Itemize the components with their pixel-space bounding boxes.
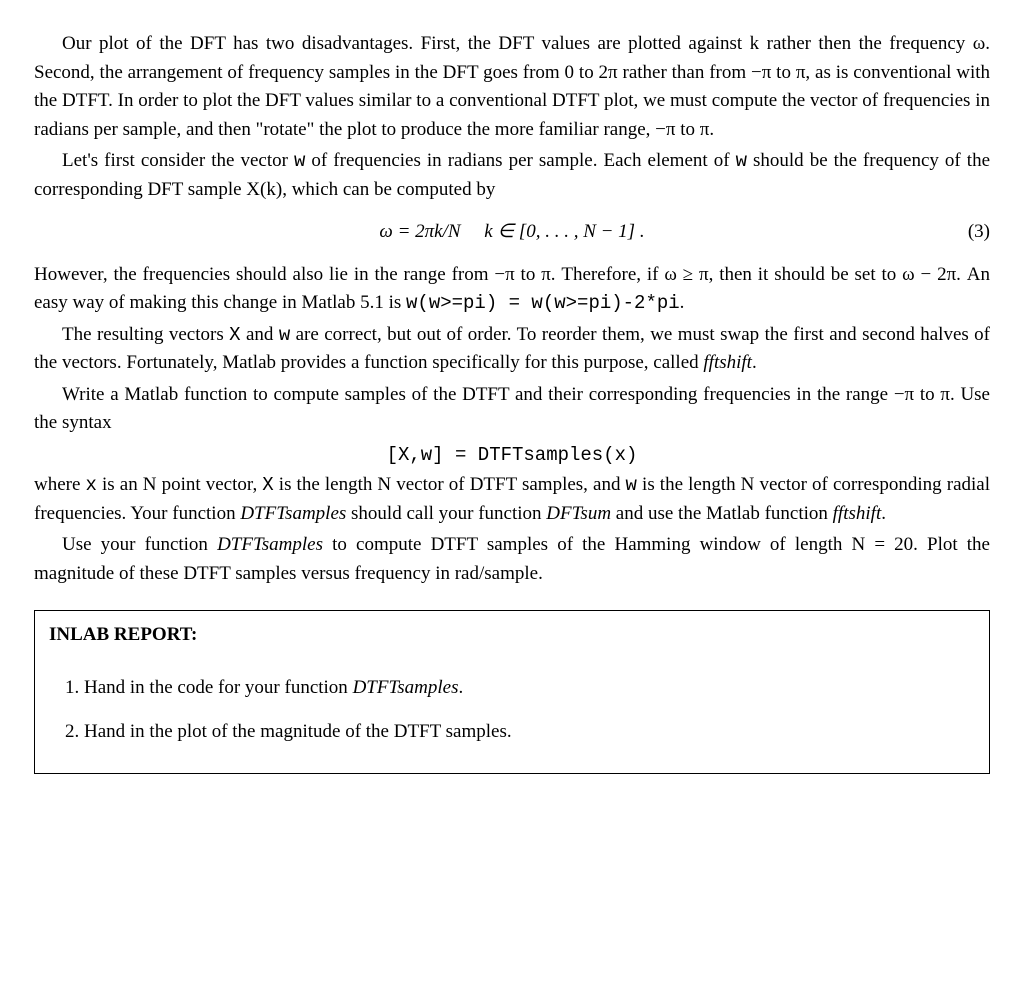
code-matlab: w(w>=pi) = w(w>=pi)-2*pi: [406, 292, 680, 314]
code-w: w: [626, 474, 637, 496]
paragraph-6: where x is an N point vector, X is the l…: [34, 471, 990, 528]
paragraph-3: However, the frequencies should also lie…: [34, 261, 990, 318]
text: should call your function: [346, 503, 546, 524]
fftshift: fftshift: [833, 503, 882, 524]
paragraph-7: Use your function DTFTsamples to compute…: [34, 531, 990, 588]
text: Let's first consider the vector: [62, 150, 294, 171]
text: and: [241, 324, 279, 345]
dftsum: DFTsum: [546, 503, 611, 524]
report-item-1: 1. Hand in the code for your function DT…: [65, 674, 975, 703]
report-title: INLAB REPORT:: [49, 621, 975, 650]
paragraph-5: Write a Matlab function to compute sampl…: [34, 381, 990, 438]
code-x: x: [86, 474, 97, 496]
equation-3: ω = 2πk/N k ∈ [0, . . . , N − 1] . (3): [34, 218, 990, 247]
code-x-upper: X: [229, 324, 240, 346]
paragraph-2: Let's first consider the vector w of fre…: [34, 147, 990, 204]
text: of frequencies in radians per sample. Ea…: [305, 150, 735, 171]
text: .: [881, 503, 886, 524]
text: Use your function: [62, 534, 217, 555]
code-w: w: [736, 150, 747, 172]
text: .: [680, 292, 685, 313]
text: .: [459, 677, 464, 698]
inlab-report-box: INLAB REPORT: 1. Hand in the code for yo…: [34, 610, 990, 774]
report-item-2: 2. Hand in the plot of the magnitude of …: [65, 718, 975, 747]
code-syntax: [X,w] = DTFTsamples(x): [34, 441, 990, 470]
text: and use the Matlab function: [611, 503, 833, 524]
text: .: [752, 352, 757, 373]
text: where: [34, 474, 86, 495]
dtftsamples: DTFTsamples: [353, 677, 459, 698]
dtftsamples: DTFTsamples: [240, 503, 346, 524]
code-w: w: [294, 150, 305, 172]
text: 1. Hand in the code for your function: [65, 677, 353, 698]
dtftsamples: DTFTsamples: [217, 534, 323, 555]
equation-body: ω = 2πk/N k ∈ [0, . . . , N − 1] .: [379, 221, 644, 242]
text: is the length N vector of DTFT samples, …: [274, 474, 626, 495]
fftshift: fftshift: [703, 352, 752, 373]
code-x-upper: X: [262, 474, 273, 496]
text: is an N point vector,: [97, 474, 262, 495]
paragraph-1: Our plot of the DFT has two disadvantage…: [34, 30, 990, 144]
paragraph-4: The resulting vectors X and w are correc…: [34, 321, 990, 378]
equation-number: (3): [968, 218, 990, 247]
code-w: w: [279, 324, 290, 346]
text: The resulting vectors: [62, 324, 229, 345]
